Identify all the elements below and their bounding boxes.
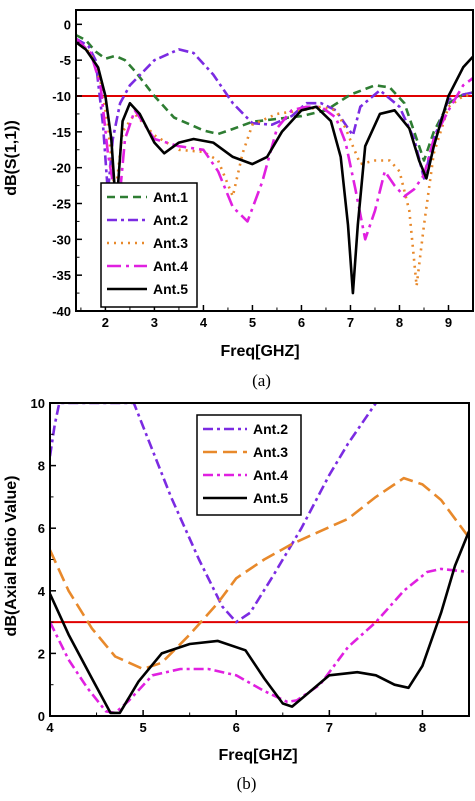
y-tick-label: 4 xyxy=(38,584,46,599)
series-group xyxy=(50,403,469,715)
x-tick-label: 9 xyxy=(445,315,452,330)
x-tick-label: 4 xyxy=(46,720,54,735)
x-tick-label: 8 xyxy=(419,720,426,735)
series-group xyxy=(76,33,473,295)
x-tick-label: 5 xyxy=(139,720,146,735)
chart-panel-1: 4 5 6 7 8 0 2 4 6 8 10 Freq[GHZ] dB(Axial Ratio Valu… xyxy=(3,396,470,793)
series-line-ant-5 xyxy=(76,41,473,295)
x-axis-label: Freq[GHZ] xyxy=(218,747,297,764)
x-tick-label: 2 xyxy=(102,315,109,330)
legend-label: Ant.4 xyxy=(253,467,288,483)
y-tick-label: -5 xyxy=(59,53,71,68)
y-tick-label: 8 xyxy=(38,459,45,474)
legend-label: Ant.1 xyxy=(153,189,188,205)
x-tick-label: 5 xyxy=(249,315,256,330)
y-tick-label: -15 xyxy=(52,125,71,140)
legend: Ant.1 Ant.2 Ant.3 Ant.4 Ant.5 xyxy=(100,182,198,308)
panel-label: (a) xyxy=(252,371,271,390)
legend: Ant.2 Ant.3 Ant.4 Ant.5 xyxy=(196,414,302,516)
legend-label: Ant.5 xyxy=(153,281,188,297)
x-axis-label: Freq[GHZ] xyxy=(220,343,299,360)
y-tick-label: -30 xyxy=(52,232,71,247)
y-tick-label: 6 xyxy=(38,521,45,536)
y-tick-label: -35 xyxy=(52,268,71,283)
legend-label: Ant.5 xyxy=(253,490,288,506)
y-tick-label: -40 xyxy=(52,304,71,319)
x-tick-label: 6 xyxy=(233,720,240,735)
y-tick-label: 0 xyxy=(38,709,45,724)
y-tick-label: -10 xyxy=(52,89,71,104)
y-axis-label: dB(S(1,1)) xyxy=(3,120,20,196)
y-tick-label: 2 xyxy=(38,646,45,661)
series-line-ant-5 xyxy=(50,530,469,715)
x-tick-label: 7 xyxy=(326,720,333,735)
x-tick-label: 3 xyxy=(151,315,158,330)
y-tick-label: 10 xyxy=(31,396,45,411)
y-tick-label: -20 xyxy=(52,161,71,176)
legend-label: Ant.4 xyxy=(153,258,188,274)
legend-box xyxy=(100,182,198,308)
chart-panel-0: 2 3 4 5 6 7 8 9 0 -5 -10 -15 -20 -25 -30 -35 -40 Freq[GHZ… xyxy=(3,9,474,390)
series-line-ant-2 xyxy=(50,403,377,624)
x-tick-label: 6 xyxy=(298,315,305,330)
series-line-ant-4 xyxy=(76,37,473,241)
series-line-ant-4 xyxy=(50,567,469,715)
x-tick-label: 8 xyxy=(396,315,403,330)
plot-frame xyxy=(75,9,474,312)
panel-label: (b) xyxy=(237,774,257,793)
series-line-ant-3 xyxy=(50,476,469,671)
y-tick-label: -25 xyxy=(52,197,71,212)
x-tick-label: 4 xyxy=(200,315,208,330)
legend-label: Ant.3 xyxy=(253,444,288,460)
legend-label: Ant.3 xyxy=(153,235,188,251)
x-tick-label: 7 xyxy=(347,315,354,330)
y-axis-label: dB(Axial Ratio Value) xyxy=(3,476,20,637)
legend-label: Ant.2 xyxy=(253,421,288,437)
y-tick-label: 0 xyxy=(64,17,71,32)
legend-label: Ant.2 xyxy=(153,212,188,228)
